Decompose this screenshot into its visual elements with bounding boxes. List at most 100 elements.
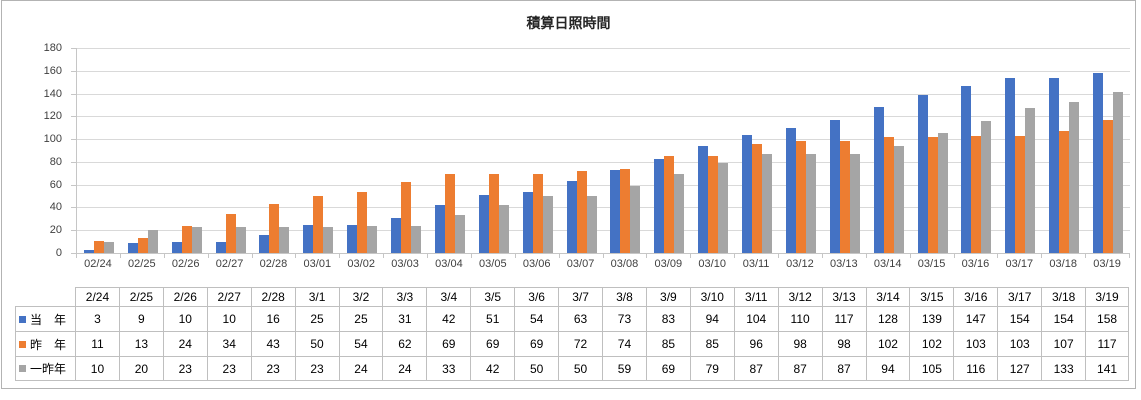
table-value-cell: 23 xyxy=(294,356,339,381)
table-value-cell: 102 xyxy=(865,331,910,356)
bar-group xyxy=(340,48,384,253)
table-value-cell: 11 xyxy=(75,331,119,356)
table-value-cell: 117 xyxy=(821,306,866,331)
table-value-cell: 42 xyxy=(470,356,515,381)
table-value-cell: 10 xyxy=(75,356,119,381)
table-value-cell: 98 xyxy=(821,331,866,356)
bar xyxy=(1049,77,1060,253)
table-value-cell: 69 xyxy=(645,356,690,381)
bar xyxy=(829,119,840,253)
table-value-cell: 107 xyxy=(1041,331,1086,356)
bar xyxy=(83,249,94,253)
series-label: 一昨年 xyxy=(30,362,67,376)
x-axis-labels: 02/24 02/25 02/26 02/27 02/28 03/01 03/02 03/03… xyxy=(76,258,1129,270)
bar xyxy=(937,133,948,253)
table-header-cell: 3/2 xyxy=(338,287,383,306)
y-axis-tick xyxy=(71,116,76,117)
x-axis-label: 03/04 xyxy=(435,258,463,270)
bar xyxy=(444,174,455,253)
x-axis-label: 03/02 xyxy=(347,258,375,270)
table-value-cell: 96 xyxy=(733,331,778,356)
bar-group xyxy=(384,48,428,253)
x-axis-label: 03/18 xyxy=(1049,258,1077,270)
x-axis-tick xyxy=(779,254,823,258)
table-value-cell: 23 xyxy=(206,356,251,381)
table-value-cell: 104 xyxy=(733,306,778,331)
table-header-cell: 2/25 xyxy=(118,287,163,306)
bar xyxy=(674,174,685,253)
bar xyxy=(849,153,860,253)
x-axis-label: 02/26 xyxy=(171,258,200,270)
gridline xyxy=(77,230,1130,231)
bar-group xyxy=(955,48,999,253)
x-axis-tick xyxy=(428,254,472,258)
table-value-cell: 87 xyxy=(733,356,778,381)
x-axis-label: 03/13 xyxy=(830,258,858,270)
bar-group xyxy=(1086,48,1130,253)
bar-group xyxy=(779,48,823,253)
table-value-cell: 147 xyxy=(953,306,998,331)
bar-group xyxy=(604,48,648,253)
table-value-cell: 69 xyxy=(470,331,515,356)
bar xyxy=(566,181,577,253)
gridline xyxy=(77,185,1130,186)
x-axis-tick xyxy=(340,254,385,258)
bar xyxy=(610,169,621,253)
table-value-cell: 33 xyxy=(426,356,471,381)
bar xyxy=(1113,92,1124,253)
table-value-cell: 87 xyxy=(821,356,866,381)
table-header-cell: 3/13 xyxy=(821,287,866,306)
table-header-cell: 3/18 xyxy=(1041,287,1086,306)
table-value-cell: 103 xyxy=(953,331,998,356)
table-value-cell: 59 xyxy=(602,356,646,381)
table-header-cell: 3/6 xyxy=(514,287,559,306)
gridline xyxy=(77,162,1130,163)
bar xyxy=(323,226,334,253)
bar-group xyxy=(998,48,1042,253)
bar xyxy=(1059,131,1070,253)
x-axis-label: 03/10 xyxy=(698,258,726,270)
y-axis-label: 100 xyxy=(43,133,62,145)
bar xyxy=(522,191,533,253)
x-axis-label: 03/16 xyxy=(961,258,990,270)
gridline xyxy=(77,207,1130,208)
gridline xyxy=(77,139,1130,140)
x-axis-tick xyxy=(998,254,1043,258)
x-axis-label: 03/15 xyxy=(917,258,946,270)
table-value-cell: 117 xyxy=(1085,331,1129,356)
x-axis-tick xyxy=(691,254,736,258)
x-axis-tick xyxy=(1042,254,1087,258)
y-axis-label: 40 xyxy=(49,201,62,213)
table-value-cell: 154 xyxy=(997,306,1042,331)
bar xyxy=(303,224,314,253)
bar xyxy=(542,196,553,253)
y-axis-label: 140 xyxy=(43,88,62,100)
bar xyxy=(654,158,665,253)
table-header-cell: 2/24 xyxy=(75,287,119,306)
table-value-cell: 69 xyxy=(426,331,471,356)
table-header-cell: 3/9 xyxy=(645,287,690,306)
table-value-cell: 128 xyxy=(865,306,910,331)
bar xyxy=(698,145,709,253)
table-header-cell: 3/12 xyxy=(777,287,822,306)
table-header-cell: 3/3 xyxy=(382,287,427,306)
table-value-cell: 116 xyxy=(953,356,998,381)
bar xyxy=(742,134,753,253)
bar xyxy=(259,234,270,253)
bar xyxy=(411,225,422,253)
x-axis-tick xyxy=(647,254,692,258)
table-value-cell: 103 xyxy=(997,331,1042,356)
x-axis-tick xyxy=(1086,254,1130,258)
table-corner-cell xyxy=(15,287,75,306)
bar xyxy=(718,163,729,253)
bar xyxy=(191,226,202,253)
bar xyxy=(391,217,402,253)
data-table: 2/24 2/25 2/26 2/27 2/28 3/1 3/2 3/3 3/4 3/5 3/6 3/… xyxy=(15,287,1129,381)
table-value-cell: 50 xyxy=(514,356,559,381)
bar xyxy=(225,214,236,253)
bar xyxy=(752,143,763,253)
x-axis-label: 03/09 xyxy=(654,258,683,270)
table-header-cell: 3/8 xyxy=(602,287,646,306)
bar xyxy=(630,185,641,253)
gridline xyxy=(77,71,1130,72)
